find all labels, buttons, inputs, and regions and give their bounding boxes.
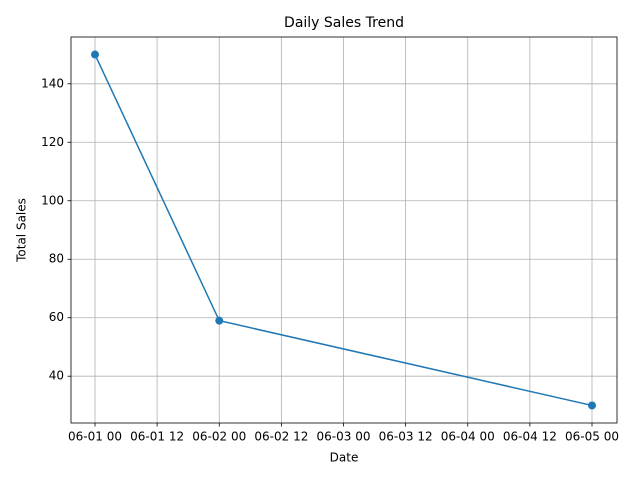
x-axis-label: Date <box>330 451 359 465</box>
x-tick-label: 06-04 12 <box>503 430 557 444</box>
x-tick-label: 06-04 00 <box>441 430 495 444</box>
x-tick-label: 06-01 00 <box>68 430 122 444</box>
data-point <box>588 401 596 410</box>
x-tick-label: 06-02 00 <box>192 430 246 444</box>
x-tick-label: 06-03 00 <box>317 430 371 444</box>
chart-title: Daily Sales Trend <box>284 15 404 31</box>
x-tick-label: 06-01 12 <box>130 430 184 444</box>
y-tick-label: 60 <box>49 310 64 324</box>
y-tick-label: 120 <box>41 135 64 149</box>
y-tick-label: 80 <box>49 252 64 266</box>
y-tick-label: 40 <box>49 369 64 383</box>
x-tick-label: 06-03 12 <box>379 430 433 444</box>
data-point <box>91 50 99 59</box>
y-tick-label: 140 <box>41 76 64 90</box>
x-tick-label: 06-02 12 <box>254 430 308 444</box>
plot-frame <box>70 36 618 424</box>
x-tick-label: 06-05 00 <box>565 430 619 444</box>
y-axis-label: Total Sales <box>15 198 29 263</box>
data-point <box>215 316 224 325</box>
y-tick-label: 100 <box>41 193 64 207</box>
